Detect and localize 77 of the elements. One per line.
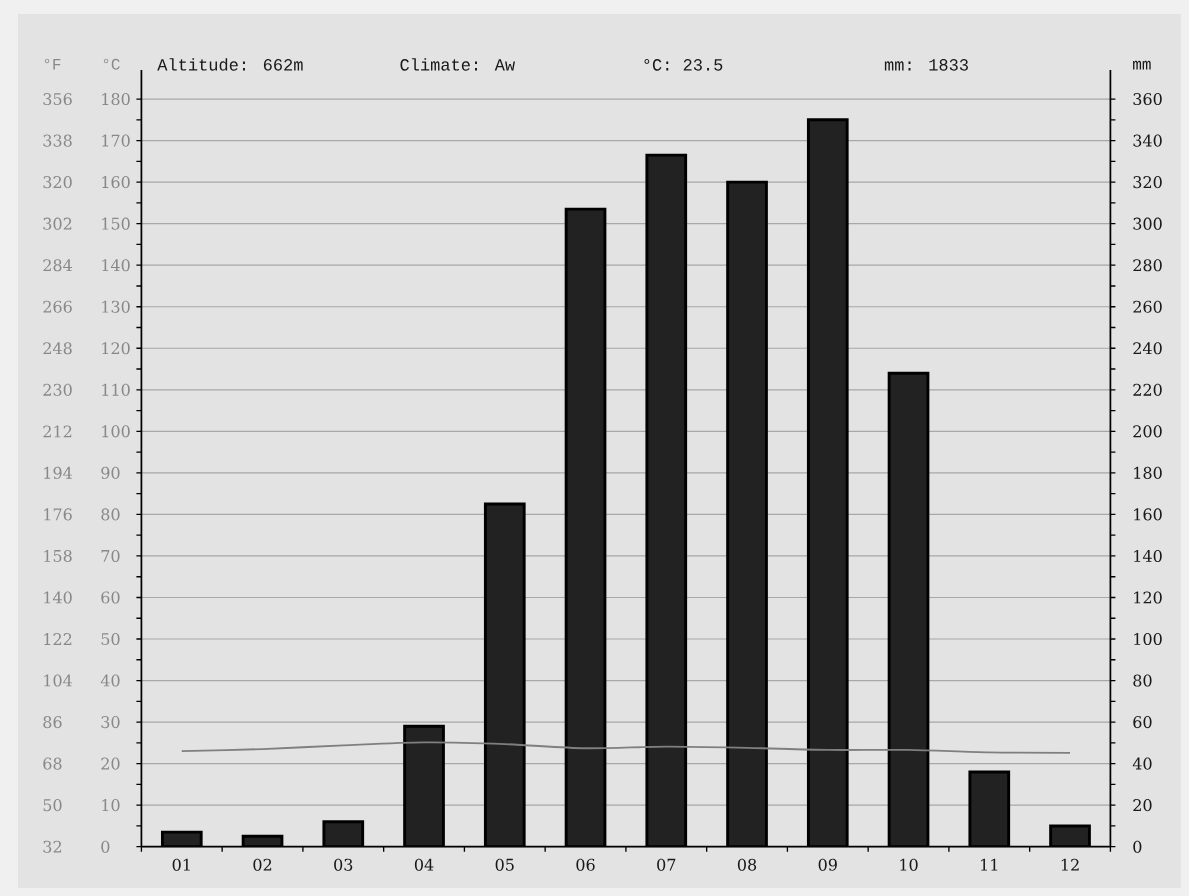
y3-tick-label: 212 [43,425,72,438]
y-tick-label: 160 [102,176,130,189]
x-tick-label: 11 [981,858,998,871]
y-axis-title: °C [103,58,120,70]
x-tick-label: 06 [576,858,595,871]
y-tick-label: 30 [101,716,120,729]
y-tick-label: 170 [102,134,130,147]
y2-tick-label: 180 [1134,466,1162,479]
y2-tick-label: 100 [1134,632,1162,646]
y-tick-label: 20 [101,757,120,770]
x-tick-label: 07 [657,858,676,871]
y2-tick-label: 220 [1133,383,1162,396]
y-tick-label: 90 [101,466,120,479]
line-series [180,741,1071,754]
y3-tick-label: 266 [43,300,72,313]
y-tick-label: 60 [101,591,120,604]
y-tick-label: 180 [102,93,130,106]
y2-tick-label: 280 [1133,259,1162,272]
y2-tick-label: 160 [1134,508,1162,521]
y-tick-label: 40 [100,674,120,687]
x-tick-label: 05 [495,858,514,871]
y3-tick-label: 140 [44,591,72,604]
y2-tick-label: 120 [1134,591,1162,604]
y-tick-label: 70 [101,549,120,562]
y3-tick-label: 284 [43,259,72,272]
y3-tick-label: 50 [43,799,62,812]
y-tick-label: 0 [101,840,110,853]
y2-tick-label: 260 [1133,300,1162,313]
y3-tick-label: 158 [44,549,72,562]
x-tick-label: 03 [334,858,353,871]
y-tick-label: 110 [102,383,130,396]
y3-tick-label: 104 [44,674,72,687]
y-tick-label: 120 [102,342,130,355]
y2-tick-label: 300 [1133,217,1162,230]
y2-tick-label: 80 [1133,674,1152,687]
y3-tick-label: 122 [44,633,72,645]
x-tick-label: 02 [253,858,272,871]
y-tick-label: 50 [101,632,120,646]
y3-tick-label: 302 [43,217,72,230]
y2-tick-label: 60 [1133,716,1152,729]
x-tick-label: 04 [414,858,434,871]
annotation: °C: 23.5 [644,59,723,71]
y3-axis-title: °F [44,58,61,70]
y3-tick-label: 68 [43,757,62,770]
x-tick-label: 10 [900,858,918,871]
annotation: Altitude: 662m [157,58,303,71]
y2-tick-label: 240 [1133,342,1162,355]
y2-tick-label: 40 [1132,757,1152,770]
y3-tick-label: 176 [44,508,72,521]
y3-tick-label: 230 [43,383,72,396]
annotation: mm: 1833 [884,59,968,71]
y2-tick-label: 340 [1133,134,1162,147]
annotation: Climate: Aw [400,58,515,71]
x-tick-label: 12 [1061,858,1079,871]
y-tick-label: 130 [102,300,130,313]
y3-tick-label: 338 [43,134,72,147]
y2-tick-label: 0 [1133,840,1142,853]
y2-axis-title: mm [1133,60,1151,70]
y3-tick-label: 86 [43,716,62,729]
y2-tick-label: 360 [1133,93,1162,106]
y-tick-label: 140 [102,259,130,272]
x-tick-label: 01 [172,858,190,871]
y3-tick-label: 356 [43,93,72,106]
y3-tick-label: 194 [44,466,72,479]
y-tick-label: 80 [101,508,120,521]
x-tick-label: 09 [818,858,837,871]
y3-tick-label: 32 [43,840,62,853]
y3-tick-label: 248 [43,342,72,355]
y2-tick-label: 20 [1133,799,1152,812]
y-tick-label: 100 [102,425,130,438]
y2-tick-label: 320 [1133,176,1162,189]
x-tick-label: 08 [737,858,757,871]
y-tick-label: 150 [102,217,130,230]
y3-tick-label: 320 [43,176,72,189]
y2-tick-label: 140 [1134,549,1162,562]
y2-tick-label: 200 [1133,425,1162,438]
y-tick-label: 10 [102,799,120,812]
